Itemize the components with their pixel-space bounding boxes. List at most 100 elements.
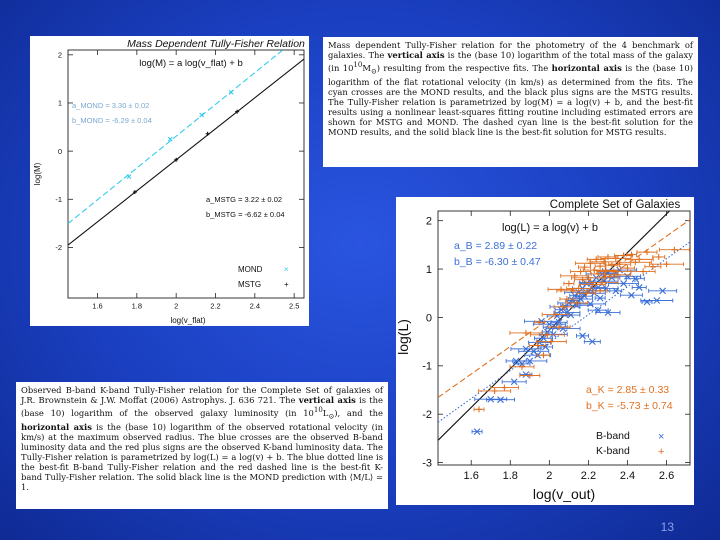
caption-text: ), and the: [334, 407, 383, 418]
x-tick-label: 2.4: [620, 470, 635, 482]
caption-text: is the (base 10) logarithm of the total …: [328, 50, 693, 73]
x-tick-label: 2.5: [289, 302, 299, 311]
b-band-point: [486, 396, 515, 404]
mass-tully-fisher-caption: Mass dependent Tully-Fisher relation for…: [323, 37, 698, 167]
b-band-point: [534, 334, 553, 342]
x-tick-label: 1.8: [132, 302, 142, 311]
k-band-point: [541, 311, 569, 318]
mstg-slope-annotation: a_MSTG = 3.22 ± 0.02: [206, 195, 282, 204]
k-band-point: [630, 268, 656, 275]
k-band-point: [547, 324, 571, 331]
legend-label-mstg: MSTG: [238, 280, 261, 289]
legend-label-k-band: K-band: [596, 445, 630, 457]
x-tick-label: 2: [174, 302, 178, 311]
b-band-point: [474, 395, 508, 403]
caption-bold-horizontal-axis: horizontal axis: [551, 62, 622, 73]
complete-set-chart-panel: Complete Set of Galaxies 1.6 1.8 2 2.2 2.4 2.…: [396, 197, 694, 505]
x-tick-label: 2.2: [581, 470, 596, 482]
caption-subscript: ⊙: [370, 67, 377, 76]
b-band-point: [609, 287, 623, 295]
k-band-point: [594, 263, 606, 270]
y-tick-label: 1: [58, 99, 62, 108]
y-tick-label: -1: [55, 195, 62, 204]
b-band-point: [640, 297, 674, 304]
fit-equation: log(M) = a log(v_flat) + b: [139, 58, 243, 69]
k-band-point: [625, 251, 637, 258]
k-band-point: [556, 287, 590, 294]
mond-intercept-annotation: b_MOND = -6.29 ± 0.04: [72, 116, 152, 125]
legend: MOND × MSTG +: [238, 265, 289, 289]
mond-point: [199, 112, 205, 118]
k-band-point: [553, 303, 573, 310]
k-band-point: [519, 372, 541, 379]
k-band-point: [563, 280, 575, 287]
caption-text: L: [322, 407, 329, 418]
legend-marker-b-band: ×: [658, 431, 664, 443]
b-band-point: [625, 275, 645, 283]
b-band-point: [619, 291, 643, 299]
k-band-point: [614, 252, 634, 259]
k-band-point: [589, 258, 619, 265]
caption-text: is the (base 10) logarithm of the observ…: [21, 421, 383, 493]
k-band-point: [585, 279, 619, 286]
k-band-point: [478, 387, 512, 394]
b-band-point: [641, 298, 653, 306]
x-tick-label: 1.6: [464, 470, 479, 482]
slide-number: 13: [660, 520, 674, 534]
y-tick-label: 1: [426, 264, 432, 276]
k-band-point: [644, 263, 662, 270]
x-tick-label: 1.6: [92, 302, 102, 311]
b-band-point: [594, 294, 606, 302]
mond-point: [126, 174, 132, 180]
k-band-intercept-annotation: b_K = -5.73 ± 0.74: [586, 400, 673, 412]
b-band-point: [471, 428, 483, 436]
b-band-point: [512, 357, 548, 365]
x-tick-label: 2.6: [659, 470, 674, 482]
mond-point: [228, 89, 234, 95]
y-tick-label: 0: [58, 147, 62, 156]
caption-text: ) resulting from the respective fits. Th…: [376, 62, 552, 73]
k-band-point: [604, 271, 632, 278]
y-axis-label: log(L): [396, 319, 411, 355]
k-band-point: [565, 299, 589, 306]
k-band-point: [547, 286, 575, 293]
fit-equation: log(L) = a log(v) + b: [502, 222, 598, 234]
caption-text: M: [362, 62, 371, 73]
k-band-point: [559, 296, 575, 303]
k-band-point: [473, 406, 485, 413]
b-band-point: [510, 345, 542, 353]
legend-marker-mond: ×: [284, 265, 289, 274]
legend-label-b-band: B-band: [596, 430, 630, 442]
mstg-point: [235, 109, 240, 114]
k-band-point: [535, 338, 567, 345]
k-band-point: [570, 268, 592, 275]
caption-bold-horizontal-axis: horizontal axis: [21, 421, 92, 432]
complete-set-chart: Complete Set of Galaxies 1.6 1.8 2 2.2 2.4 2.…: [396, 199, 691, 502]
legend: B-band × K-band +: [596, 430, 664, 458]
k-band-point: [592, 287, 608, 294]
b-band-point: [614, 272, 641, 280]
chart-title: Mass Dependent Tully-Fisher Relation: [127, 38, 305, 50]
y-tick-label: -3: [422, 457, 432, 469]
caption-subscript: ⊙: [328, 412, 335, 421]
mstg-intercept-annotation: b_MSTG = -6.62 ± 0.04: [206, 210, 285, 219]
mass-tully-fisher-chart: Mass Dependent Tully-Fisher Relation 1.6…: [33, 38, 305, 325]
caption-text: is the (base 10) logarithm of the observ…: [21, 395, 383, 418]
k-band-point: [652, 253, 666, 260]
legend-marker-mstg: +: [284, 280, 289, 289]
k-band-point: [624, 256, 654, 263]
y-tick-label: -2: [55, 243, 62, 252]
b-band-point: [561, 311, 581, 319]
b-band-point: [648, 287, 678, 295]
x-tick-label: 2.4: [250, 302, 260, 311]
y-tick-label: -1: [422, 361, 432, 373]
k-band-point: [570, 274, 606, 281]
x-tick-label: 2: [546, 470, 552, 482]
caption-superscript: 10: [353, 61, 363, 70]
y-tick-label: 2: [58, 50, 62, 59]
k-band-point: [636, 249, 658, 256]
k-band-point: [489, 384, 519, 391]
k-band-point: [658, 246, 690, 253]
k-band-point: [618, 259, 652, 266]
x-axis-label: log(v_out): [533, 486, 595, 502]
